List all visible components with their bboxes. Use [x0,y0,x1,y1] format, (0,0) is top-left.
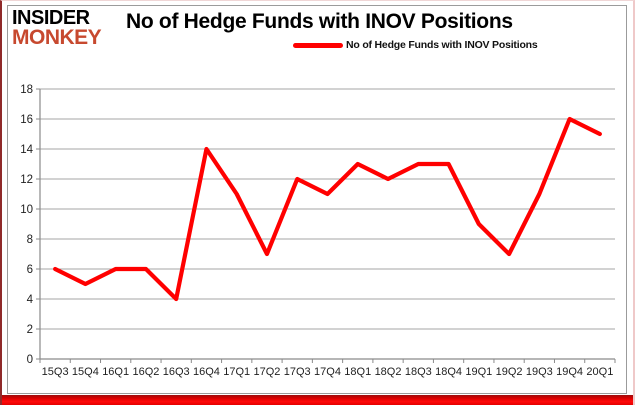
x-tick-label: 19Q3 [526,366,553,378]
y-tick-label: 6 [27,264,33,276]
y-tick-label: 2 [27,324,33,336]
x-tick-label: 19Q2 [496,366,523,378]
y-tick-label: 14 [20,144,33,156]
x-tick-label: 17Q2 [254,366,281,378]
x-tick-label: 16Q3 [163,366,190,378]
x-tick-label: 20Q1 [586,366,613,378]
logo-insider-text: INSIDER [12,7,90,29]
x-tick-label: 16Q1 [102,366,129,378]
insider-monkey-logo: INSIDER MONKEY [12,7,102,49]
x-tick-label: 18Q3 [405,366,432,378]
x-tick-label: 16Q2 [132,366,159,378]
x-tick-label: 15Q4 [72,366,99,378]
x-tick-label: 16Q4 [193,366,220,378]
logo-monkey-text: MONKEY [12,26,102,49]
y-tick-label: 16 [20,114,33,126]
y-tick-label: 8 [27,234,33,246]
bottom-red-bar [2,395,633,405]
x-tick-label: 19Q4 [556,366,583,378]
legend-label: No of Hedge Funds with INOV Positions [346,39,538,51]
x-tick-label: 19Q1 [465,366,492,378]
x-tick-label: 17Q4 [314,366,341,378]
chart-title: No of Hedge Funds with INOV Positions [126,10,513,33]
legend-line-swatch [293,42,343,48]
x-tick-label: 17Q1 [223,366,250,378]
legend: No of Hedge Funds with INOV Positions [293,39,538,51]
x-tick-label: 18Q1 [344,366,371,378]
x-tick-label: 18Q4 [435,366,462,378]
y-tick-label: 12 [20,174,33,186]
x-tick-label: 15Q3 [42,366,69,378]
x-tick-label: 17Q3 [284,366,311,378]
series-line [53,116,602,302]
y-tick-label: 0 [27,354,33,366]
y-tick-label: 4 [27,294,34,306]
y-tick-label: 18 [20,84,33,96]
x-tick-label: 18Q2 [375,366,402,378]
y-tick-label: 10 [20,204,33,216]
